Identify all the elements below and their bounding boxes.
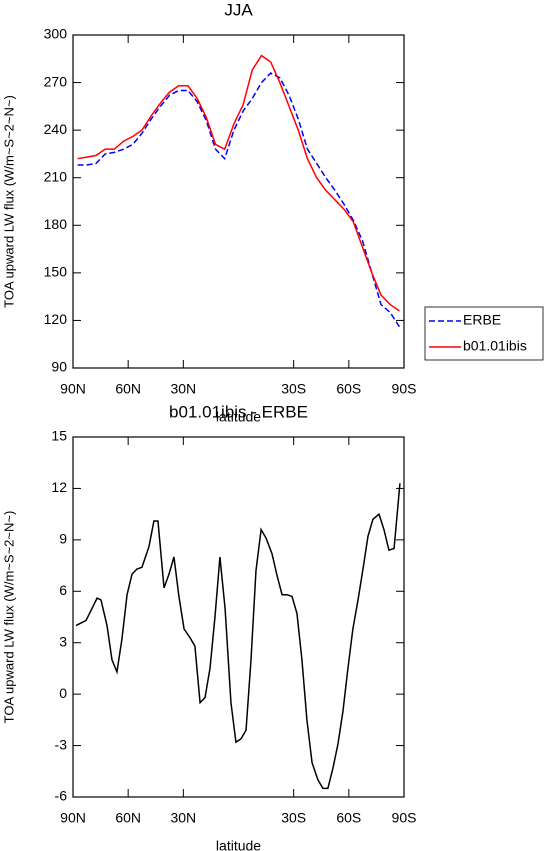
plot-frame: [72, 34, 405, 369]
y-tick-label: 150: [44, 264, 68, 280]
x-tick-label: 60S: [336, 381, 361, 397]
y-tick-label: 270: [44, 73, 68, 89]
y-tick-label: 0: [59, 685, 67, 701]
x-tick-label: 60S: [336, 810, 361, 826]
y-tick-label: 3: [59, 633, 67, 649]
y-tick-label: -6: [55, 788, 68, 804]
legend-box: [424, 306, 544, 361]
y-tick-label: 9: [59, 531, 67, 547]
x-tick-label: 30S: [281, 810, 306, 826]
y-tick-label: 6: [59, 582, 67, 598]
x-tick-label: 90S: [392, 810, 417, 826]
y-tick-label: 15: [51, 428, 67, 444]
data-line: [77, 72, 401, 328]
y-tick-label: 240: [44, 121, 68, 137]
x-tick-label: 30N: [170, 810, 196, 826]
plot-frame: [72, 436, 405, 798]
y-tick-label: 210: [44, 168, 68, 184]
x-axis-label: latitude: [216, 409, 261, 425]
y-tick-label: 120: [44, 311, 68, 327]
x-tick-label: 60N: [115, 381, 141, 397]
x-axis-label: latitude: [216, 838, 261, 851]
y-tick-label: -3: [55, 736, 68, 752]
y-axis-label: TOA upward LW flux (W/m~S~2~N~): [1, 95, 16, 308]
x-tick-label: 60N: [115, 810, 141, 826]
x-tick-label: 30N: [170, 381, 196, 397]
chart-title: b01.01ibis - ERBE: [169, 402, 308, 421]
x-tick-label: 90S: [392, 381, 417, 397]
x-tick-label: 90N: [60, 810, 86, 826]
x-tick-label: 90N: [60, 381, 86, 397]
y-tick-label: 90: [51, 359, 67, 375]
y-axis-label: TOA upward LW flux (W/m~S~2~N~): [1, 511, 16, 724]
y-tick-label: 180: [44, 216, 68, 232]
data-line: [77, 54, 400, 312]
x-tick-label: 30S: [281, 381, 306, 397]
legend-label: ERBE: [463, 312, 501, 328]
y-tick-label: 300: [44, 26, 68, 42]
data-line: [75, 483, 401, 790]
chart-title: JJA: [224, 0, 253, 19]
y-tick-label: 12: [51, 479, 67, 495]
legend-label: b01.01ibis: [463, 338, 527, 354]
